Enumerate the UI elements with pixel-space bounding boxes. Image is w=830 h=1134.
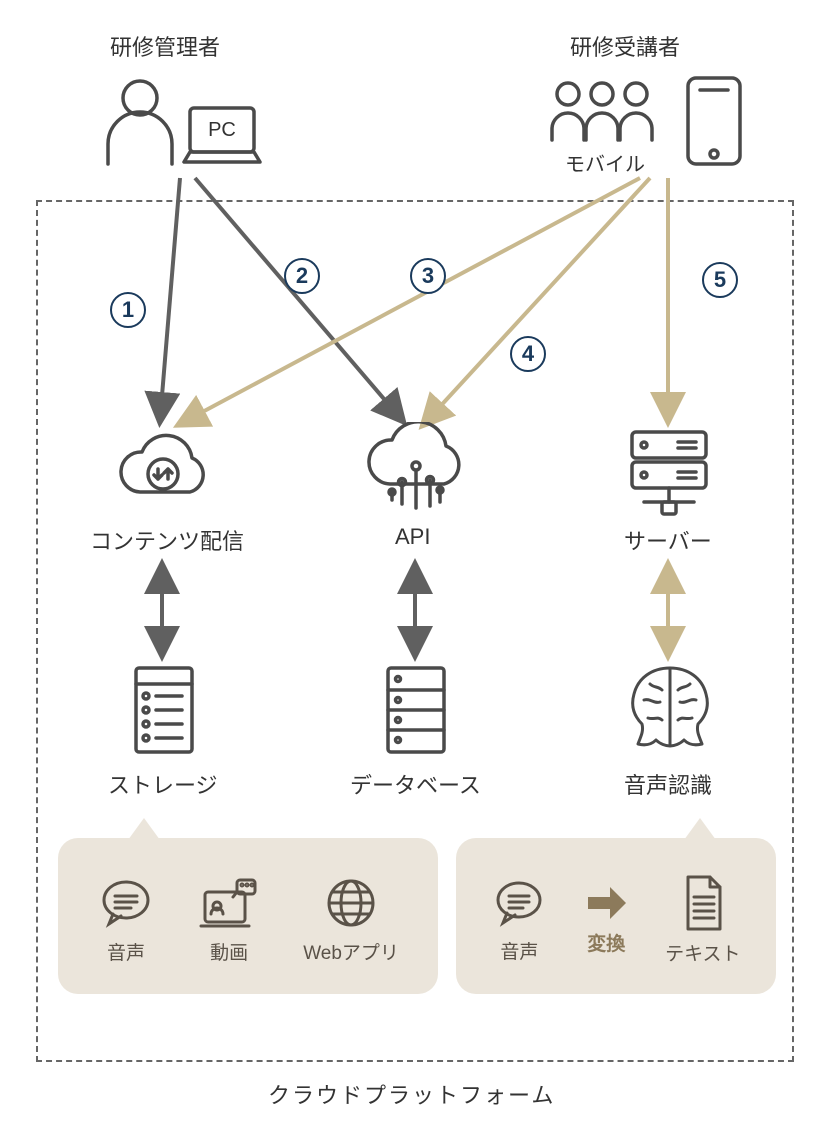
- speech-bubble-icon: [97, 874, 155, 932]
- bubble-convert-item: 変換: [582, 883, 630, 956]
- bubble-audio-label: 音声: [107, 938, 145, 965]
- bubble-text-item: テキスト: [665, 873, 740, 966]
- storage-bubble: 音声 動画 Webアプリ: [58, 838, 438, 994]
- bubble-webapp-item: Webアプリ: [303, 874, 399, 965]
- storage-label: ストレージ: [108, 768, 218, 800]
- database-icon: [376, 660, 456, 760]
- diagram-canvas: 研修管理者 研修受講者 PC: [0, 0, 830, 1134]
- database-label: データベース: [350, 768, 481, 800]
- mid-arrows: [0, 0, 830, 900]
- speech-icon: [620, 656, 720, 760]
- bubble-audio-item: 音声: [97, 874, 155, 965]
- bubble-audio2-item: 音声: [491, 875, 547, 964]
- speech-bubble-icon-2: [491, 875, 547, 931]
- speech-bubble: 音声 変換 テキスト: [456, 838, 776, 994]
- bubble-text-label: テキスト: [665, 939, 740, 966]
- video-icon: [197, 874, 261, 932]
- arrow-right-icon: [582, 883, 630, 923]
- bubble-audio2-label: 音声: [500, 937, 538, 964]
- speech-label: 音声認識: [624, 768, 712, 800]
- document-icon: [678, 873, 728, 933]
- globe-icon: [322, 874, 380, 932]
- bubble-video-item: 動画: [197, 874, 261, 965]
- platform-label: クラウドプラットフォーム: [268, 1078, 555, 1110]
- bubble-video-label: 動画: [210, 938, 248, 965]
- bubble-webapp-label: Webアプリ: [303, 938, 399, 965]
- storage-icon: [124, 660, 204, 760]
- bubble-convert-label: 変換: [587, 929, 625, 956]
